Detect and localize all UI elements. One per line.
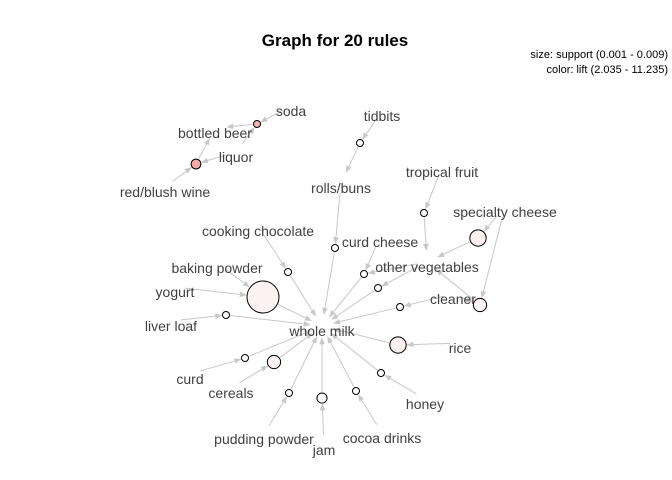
- item-label-cleaner: cleaner: [430, 291, 476, 307]
- item-labels-layer: soda bottled beer liquor red/blush wine tidb…: [120, 103, 557, 458]
- edge-yogurt-to-rule-13: [184, 287, 247, 298]
- edge-pudding-powder-to-rule-17: [268, 396, 288, 426]
- item-label-pudding-powder: pudding powder: [214, 431, 314, 447]
- rule-node-8: [374, 284, 382, 292]
- rule-node-18: [316, 392, 328, 404]
- edge-rule-6-to-whole-milk: [322, 252, 335, 315]
- rule-node-16: [266, 354, 282, 370]
- rule-nodes-layer: [190, 120, 488, 404]
- edge-baking-powder-to-rule-13: [224, 268, 250, 288]
- item-label-rice: rice: [449, 340, 472, 356]
- edge-curd-cheese-to-rule-7: [365, 245, 377, 271]
- item-label-whole-milk: whole milk: [288, 323, 355, 339]
- edge-curd-to-rule-15: [199, 358, 242, 372]
- rule-node-6: [331, 244, 339, 252]
- legend-color: color: lift (2.035 - 11.235): [547, 64, 668, 76]
- item-label-cereals: cereals: [208, 385, 253, 401]
- rule-node-17: [285, 389, 293, 397]
- edge-rule-4-to-other-vegetables: [423, 217, 429, 251]
- rule-node-13: [246, 280, 280, 314]
- edge-rule-7-to-whole-milk: [329, 277, 362, 318]
- edge-tidbits-to-rule-3: [362, 118, 377, 140]
- edge-rule-16-to-whole-milk: [279, 332, 313, 358]
- edge-rule-15-to-whole-milk: [248, 330, 312, 357]
- item-label-rolls-buns: rolls/buns: [311, 180, 371, 196]
- edge-specialty-cheese-to-rule-10: [480, 216, 504, 299]
- edge-other-vegetables-to-rule-7: [367, 263, 418, 275]
- edge-soda-to-rule-2: [260, 110, 283, 123]
- rule-node-14: [222, 311, 230, 319]
- edge-red-blush-wine-to-rule-1: [172, 167, 192, 182]
- item-label-bottled-beer: bottled beer: [178, 125, 252, 141]
- rule-node-10: [472, 297, 488, 313]
- edge-rule-20-to-whole-milk: [330, 333, 378, 371]
- item-label-cocoa-drinks: cocoa drinks: [343, 430, 422, 446]
- edge-liquor-to-rule-2: [241, 127, 255, 145]
- rule-node-2: [253, 120, 261, 128]
- rule-node-12: [284, 268, 292, 276]
- item-label-tidbits: tidbits: [364, 108, 401, 124]
- item-label-cooking-chocolate: cooking chocolate: [202, 223, 314, 239]
- edge-rule-10-to-other-vegetables: [435, 269, 475, 301]
- item-label-curd-cheese: curd cheese: [342, 234, 418, 250]
- rule-node-15: [241, 354, 249, 362]
- edge-specialty-cheese-to-rule-5: [483, 214, 499, 232]
- item-label-liver-loaf: liver loaf: [145, 318, 197, 334]
- edge-rice-to-rule-11: [406, 341, 451, 348]
- edge-rule-3-to-rolls-buns: [345, 146, 359, 173]
- item-label-jam: jam: [312, 442, 336, 458]
- edge-rule-13-to-whole-milk: [278, 304, 312, 322]
- edges-layer: [172, 110, 504, 436]
- rule-node-4: [420, 209, 428, 217]
- edge-rule-1-to-bottled-beer: [198, 137, 210, 160]
- edge-honey-to-rule-20: [384, 374, 417, 395]
- edge-rule-2-to-bottled-beer: [226, 123, 253, 130]
- edge-rolls-buns-to-rule-6: [333, 192, 341, 245]
- edge-rule-11-to-whole-milk: [332, 327, 390, 344]
- rule-node-9: [396, 303, 404, 311]
- item-label-honey: honey: [406, 396, 444, 412]
- item-label-soda: soda: [276, 103, 307, 119]
- edge-rule-12-to-whole-milk: [289, 275, 317, 317]
- rule-node-20: [377, 369, 385, 377]
- legend-size: size: support (0.001 - 0.009): [530, 49, 668, 61]
- edge-cereals-to-rule-16: [239, 365, 269, 384]
- item-label-other-vegetables: other vegetables: [375, 259, 479, 275]
- edge-rule-5-to-other-vegetables: [437, 241, 470, 258]
- rule-node-1: [190, 158, 202, 170]
- item-label-yogurt: yogurt: [156, 284, 195, 300]
- rule-node-5: [469, 229, 487, 247]
- item-label-tropical-fruit: tropical fruit: [406, 164, 478, 180]
- item-label-liquor: liquor: [219, 149, 254, 165]
- edge-cleaner-to-rule-9: [403, 295, 444, 308]
- edge-liquor-to-rule-1: [200, 154, 227, 164]
- rule-node-19: [352, 387, 360, 395]
- rule-node-7: [360, 270, 368, 278]
- item-label-red-blush-wine: red/blush wine: [120, 184, 210, 200]
- chart-title: Graph for 20 rules: [262, 31, 408, 50]
- rule-node-11: [389, 336, 407, 354]
- edge-liver-loaf-to-rule-14: [180, 313, 223, 321]
- edge-tropical-fruit-to-rule-4: [425, 176, 439, 210]
- edge-rule-9-to-whole-milk: [332, 307, 396, 325]
- edge-rule-17-to-whole-milk: [290, 336, 318, 390]
- edge-rule-19-to-whole-milk: [327, 336, 355, 388]
- edge-cleaner-to-rule-10: [462, 297, 474, 303]
- edge-jam-to-rule-18: [319, 403, 326, 436]
- item-label-specialty-cheese: specialty cheese: [453, 204, 557, 220]
- item-label-curd: curd: [176, 371, 203, 387]
- edge-cooking-chocolate-to-rule-12: [263, 234, 286, 269]
- edge-rule-14-to-whole-milk: [230, 315, 311, 327]
- edge-cocoa-drinks-to-rule-19: [357, 394, 378, 425]
- edge-rule-8-to-whole-milk: [331, 290, 375, 320]
- edge-other-vegetables-to-rule-8: [381, 266, 419, 287]
- rule-node-3: [356, 139, 364, 147]
- item-label-baking-powder: baking powder: [171, 260, 262, 276]
